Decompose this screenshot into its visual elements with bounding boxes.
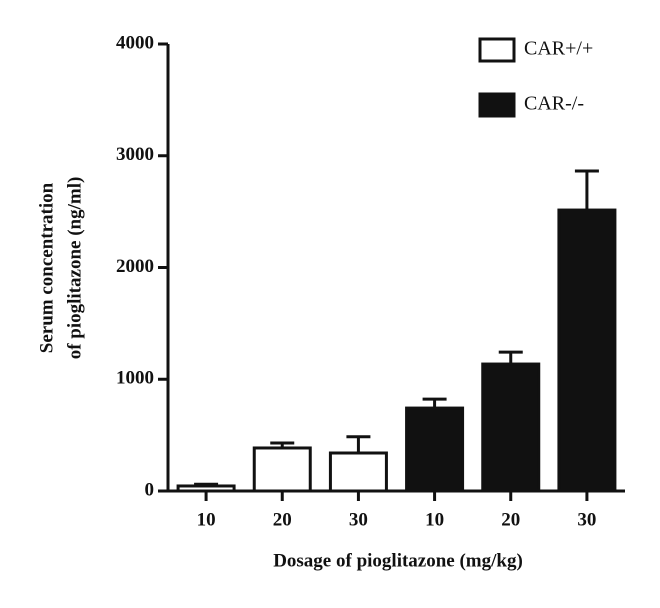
legend-label: CAR-/- [524,93,584,115]
x-tick-label: 10 [425,509,444,530]
x-tick-label: 30 [349,509,368,530]
y-tick-label: 3000 [116,144,154,165]
y-axis-label: Serum concentration [36,182,57,353]
y-tick-label: 1000 [116,368,154,389]
y-tick-label: 2000 [116,256,154,277]
x-tick-label: 30 [577,509,596,530]
y-axis-label: of pioglitazone (ng/ml) [64,177,85,360]
legend-swatch [478,37,516,63]
x-tick-label: 20 [501,509,520,530]
bar [557,208,617,493]
legend-swatch [478,92,516,118]
bar [176,484,236,493]
bar [405,406,465,493]
y-tick-label: 0 [145,479,155,500]
x-tick-label: 20 [273,509,292,530]
y-tick-label: 4000 [116,32,154,53]
bar [328,451,388,493]
bar [252,446,312,493]
legend-label: CAR+/+ [524,38,593,60]
bar [481,362,541,493]
x-axis-label: Dosage of pioglitazone (mg/kg) [273,550,523,571]
x-tick-label: 10 [197,509,216,530]
